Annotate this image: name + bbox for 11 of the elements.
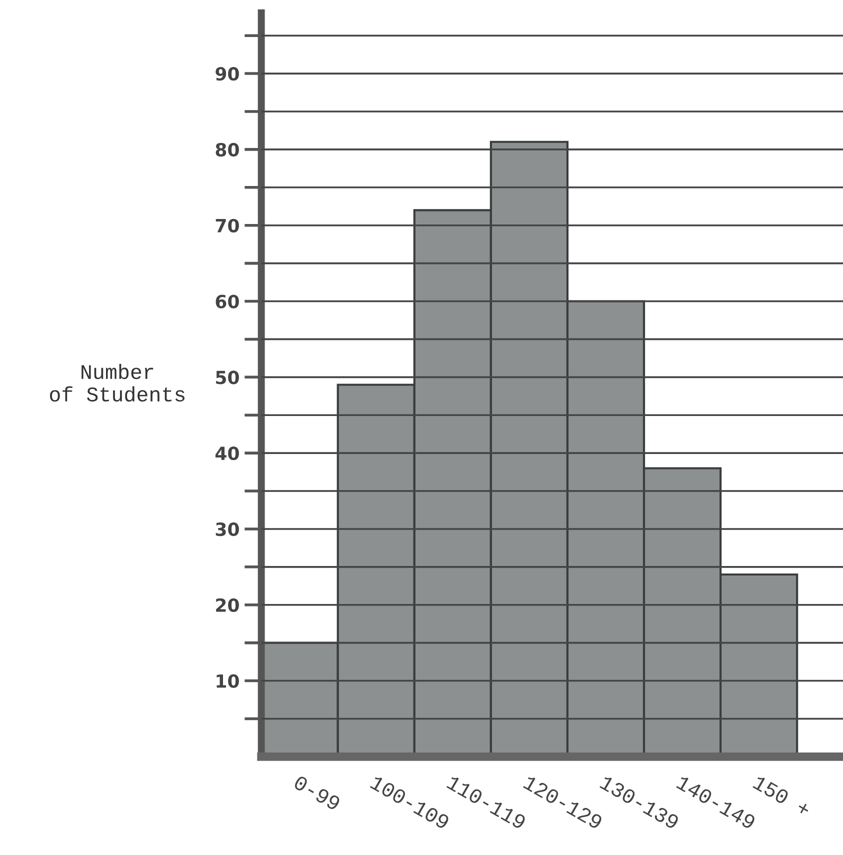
y-axis-title: Number of Students — [50, 364, 184, 402]
y-tick-label: 60 — [216, 294, 239, 308]
y-tick-label: 10 — [216, 674, 239, 688]
y-tick-label: 80 — [216, 142, 239, 157]
y-tick-label: 30 — [216, 522, 239, 536]
y-tick-label: 40 — [215, 446, 239, 460]
y-tick-label: 90 — [216, 67, 239, 81]
x-tick-label: 0-99 — [293, 774, 342, 811]
y-tick-label: 70 — [216, 218, 239, 232]
y-tick-label: 50 — [216, 370, 239, 384]
y-tick-label: 20 — [216, 598, 239, 612]
